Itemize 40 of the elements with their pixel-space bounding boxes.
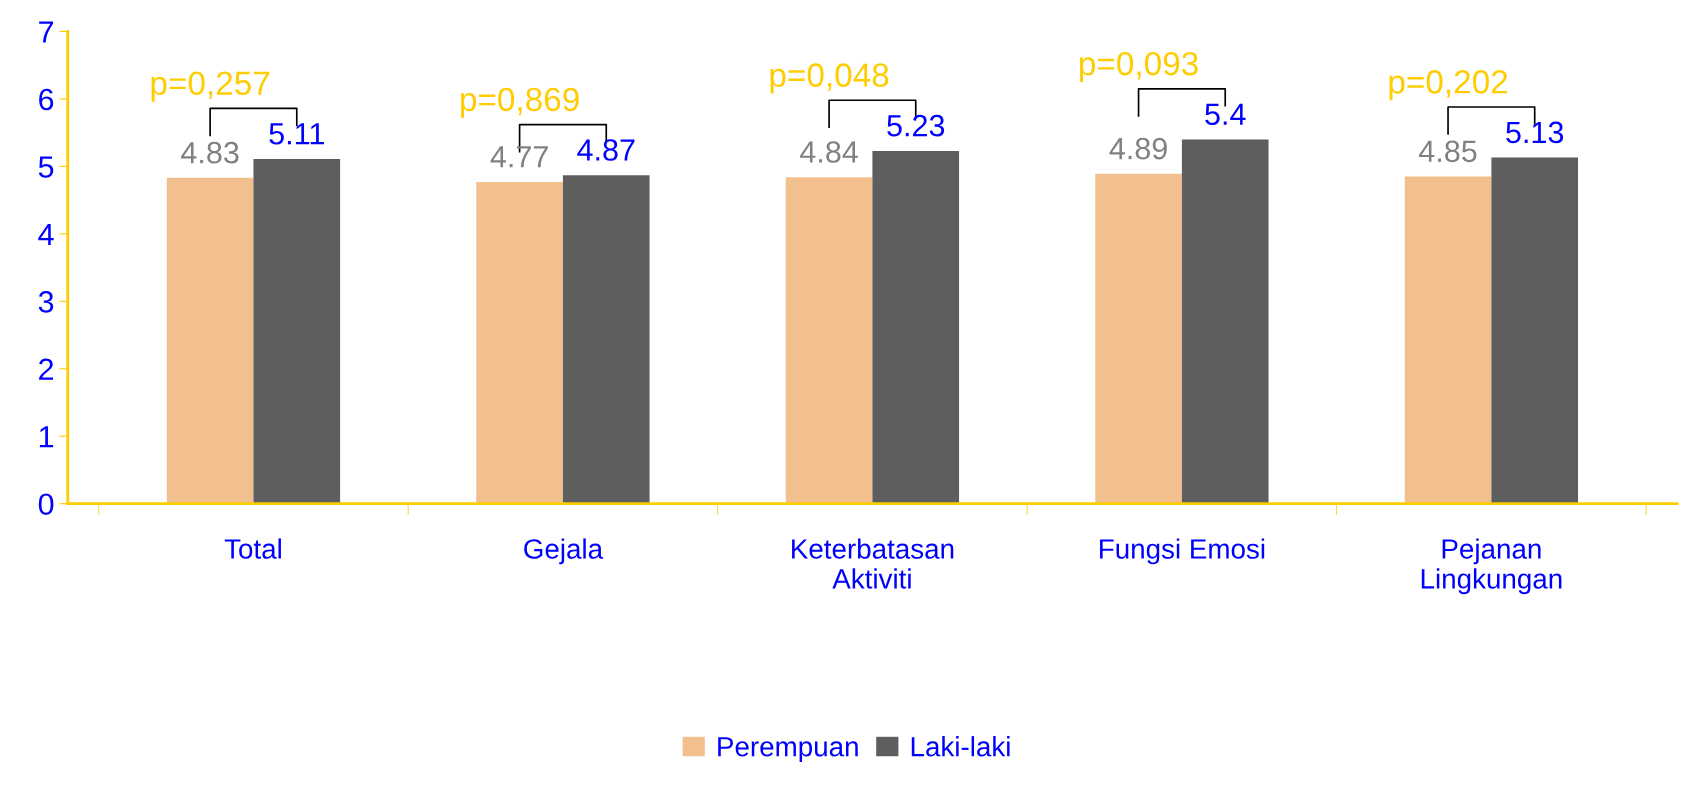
y-tick-label: 6: [39, 88, 54, 111]
bar: [562, 175, 650, 504]
x-tick-label: Pejanan Lingkungan: [1421, 538, 1562, 595]
data-label: 5.13: [1506, 121, 1564, 144]
y-tick-label: 3: [38, 291, 54, 313]
bar: [1491, 157, 1579, 504]
bar: [476, 181, 563, 504]
annotation: p=0,257: [151, 71, 270, 102]
legend-label: Laki-laki: [911, 736, 1010, 757]
y-tick-label: 1: [39, 426, 54, 448]
annotation: p=0,093: [1080, 51, 1198, 83]
y-tick-label: 4: [38, 223, 54, 245]
x-tick-label: Keterbatasan Aktiviti: [792, 538, 954, 589]
annotation: p=0,869: [461, 87, 579, 118]
x-tick-label: Total: [224, 538, 281, 559]
data-label: 4.83: [181, 141, 239, 164]
bar: [1404, 176, 1492, 504]
annotation: p=0,048: [770, 63, 889, 94]
bar: [253, 158, 341, 504]
data-label: 4.84: [800, 141, 858, 163]
legend-label: Perempuan: [718, 737, 858, 762]
y-tick-label: 2: [39, 358, 54, 380]
y-tick-label: 0: [38, 493, 54, 516]
y-tick-label: 5: [38, 156, 54, 178]
bar: [1095, 173, 1182, 504]
data-label: 5.11: [269, 123, 324, 145]
bar: [1181, 139, 1269, 504]
bar: [872, 150, 960, 504]
data-label: 4.85: [1419, 140, 1477, 163]
data-label: 5.23: [887, 114, 945, 137]
annotation: p=0,202: [1389, 70, 1508, 101]
x-tick-label: Fungsi Emosi: [1100, 538, 1265, 565]
y-tick-label: 7: [39, 21, 54, 43]
bar: [166, 177, 254, 504]
bar: [785, 177, 873, 504]
x-tick-label: Gejala: [524, 538, 604, 565]
data-label: 4.77: [490, 146, 548, 168]
data-label: 4.89: [1109, 137, 1167, 160]
data-label: 4.87: [577, 139, 635, 161]
data-label: 5.4: [1205, 103, 1246, 126]
